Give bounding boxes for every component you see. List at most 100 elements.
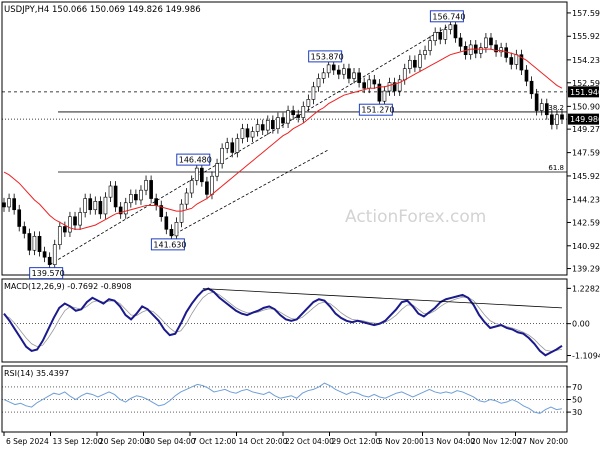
candle-body	[144, 180, 148, 191]
candle-body	[433, 32, 438, 42]
candle-body	[164, 216, 169, 230]
candle-body	[347, 68, 351, 79]
swing-price-label: 139.570	[32, 269, 65, 278]
candle-body	[479, 47, 483, 54]
candle-body	[306, 99, 311, 107]
candle-body	[514, 54, 519, 65]
candle-body	[418, 54, 422, 68]
price-axis-label: 144.230	[572, 196, 600, 205]
candle-body	[387, 82, 392, 92]
candle-body	[73, 216, 77, 226]
macd-axis-label: -1.1094	[572, 352, 600, 361]
candle-body	[205, 181, 209, 195]
candle-body	[260, 124, 265, 131]
candle-body	[230, 142, 235, 153]
time-axis-label: 14 Oct 20:00	[239, 437, 288, 446]
candle-body	[519, 54, 524, 71]
candle-body	[484, 37, 488, 49]
price-axis-label: 147.590	[572, 149, 600, 158]
price-tag-box	[568, 86, 599, 98]
candle-body	[68, 216, 72, 233]
candle-body	[367, 79, 372, 89]
candle-body	[550, 114, 554, 125]
swing-price-label: 156.740	[432, 12, 465, 21]
candle-body	[265, 120, 270, 131]
time-axis-label: 5 Nov 20:00	[378, 437, 424, 446]
candle-body	[139, 189, 143, 201]
price-axis-label: 150.900	[572, 102, 600, 111]
candle-body	[42, 251, 47, 258]
price-layer: 157.590 155.920 154.230 152.590 150.900 149.2…	[2, 9, 600, 280]
macd-divergence-line	[202, 288, 563, 309]
candle-body	[17, 209, 22, 227]
candle-body	[397, 79, 402, 92]
candle-body	[118, 206, 123, 215]
candle-body	[250, 131, 255, 138]
candle-body	[372, 79, 377, 85]
moving-average-line	[3, 48, 563, 230]
candle-body	[291, 110, 295, 116]
swing-price-box	[150, 238, 185, 251]
candle-body	[494, 44, 498, 53]
candle-body	[174, 222, 179, 237]
candle-body	[32, 235, 37, 251]
candle-body	[93, 201, 98, 211]
candle-body	[392, 82, 397, 92]
price-axis-label: 152.590	[572, 79, 600, 88]
rsi-axis-label: 50	[572, 396, 582, 405]
candle-body	[423, 50, 427, 55]
candle-body	[438, 32, 443, 40]
trend-channel-line	[49, 24, 451, 265]
candle-body	[7, 198, 11, 208]
candle-body	[311, 86, 316, 100]
candle-body	[88, 198, 93, 211]
candle-body	[524, 69, 529, 82]
price-axis-label: 139.290	[572, 265, 600, 274]
time-axis-label: 20 Sep 20:00	[99, 437, 149, 446]
candle-body	[281, 117, 285, 124]
candle-body	[271, 120, 275, 130]
time-axis-label: 22 Oct 04:00	[285, 437, 334, 446]
rsi-label: RSI(14) 35.4397	[4, 369, 69, 378]
symbol-ohlc-label: USDJPY,H4 150.066 150.069 149.826 149.98…	[4, 5, 201, 15]
candle-body	[489, 37, 493, 46]
time-axis-label: 20 Nov 12:00	[471, 437, 522, 446]
candle-body	[154, 198, 159, 206]
candle-body	[296, 114, 301, 118]
swing-price-box	[29, 267, 64, 280]
candle-body	[534, 93, 539, 111]
candle-body	[210, 175, 214, 195]
candle-body	[184, 192, 189, 205]
swing-price-box	[358, 103, 393, 116]
macd-axis-label: 1.2282	[572, 284, 600, 293]
candle-body	[499, 47, 503, 53]
candle-body	[443, 29, 448, 40]
candle-body	[342, 68, 346, 75]
candle-body	[362, 82, 366, 89]
candle-body	[453, 24, 458, 39]
price-panel-frame	[1, 1, 568, 276]
candle-body	[2, 202, 6, 208]
candle-body	[22, 226, 27, 234]
candle-body	[37, 235, 42, 252]
candle-body	[336, 69, 341, 75]
price-axis-label: 142.590	[572, 218, 600, 227]
candle-body	[123, 202, 128, 215]
candle-body	[98, 201, 103, 215]
candle-body	[321, 72, 326, 79]
candle-body	[78, 212, 82, 226]
swing-price-label: 141.630	[153, 240, 186, 249]
candle-body	[413, 59, 417, 68]
macd-axis-label: 0.00	[572, 320, 590, 329]
rsi-axis-label: 30	[572, 408, 582, 417]
candle-body	[149, 180, 153, 199]
watermark: ActionForex.com	[345, 207, 486, 227]
macd-label: MACD(12,26,9) -0.7692 -0.8908	[4, 282, 132, 291]
candle-body	[382, 90, 387, 102]
candle-body	[448, 24, 453, 30]
price-axis-label: 140.920	[572, 242, 600, 251]
candle-body	[225, 142, 230, 149]
fibonacci-label: 61.8	[548, 164, 564, 172]
rsi-axis-label: 70	[572, 383, 582, 392]
